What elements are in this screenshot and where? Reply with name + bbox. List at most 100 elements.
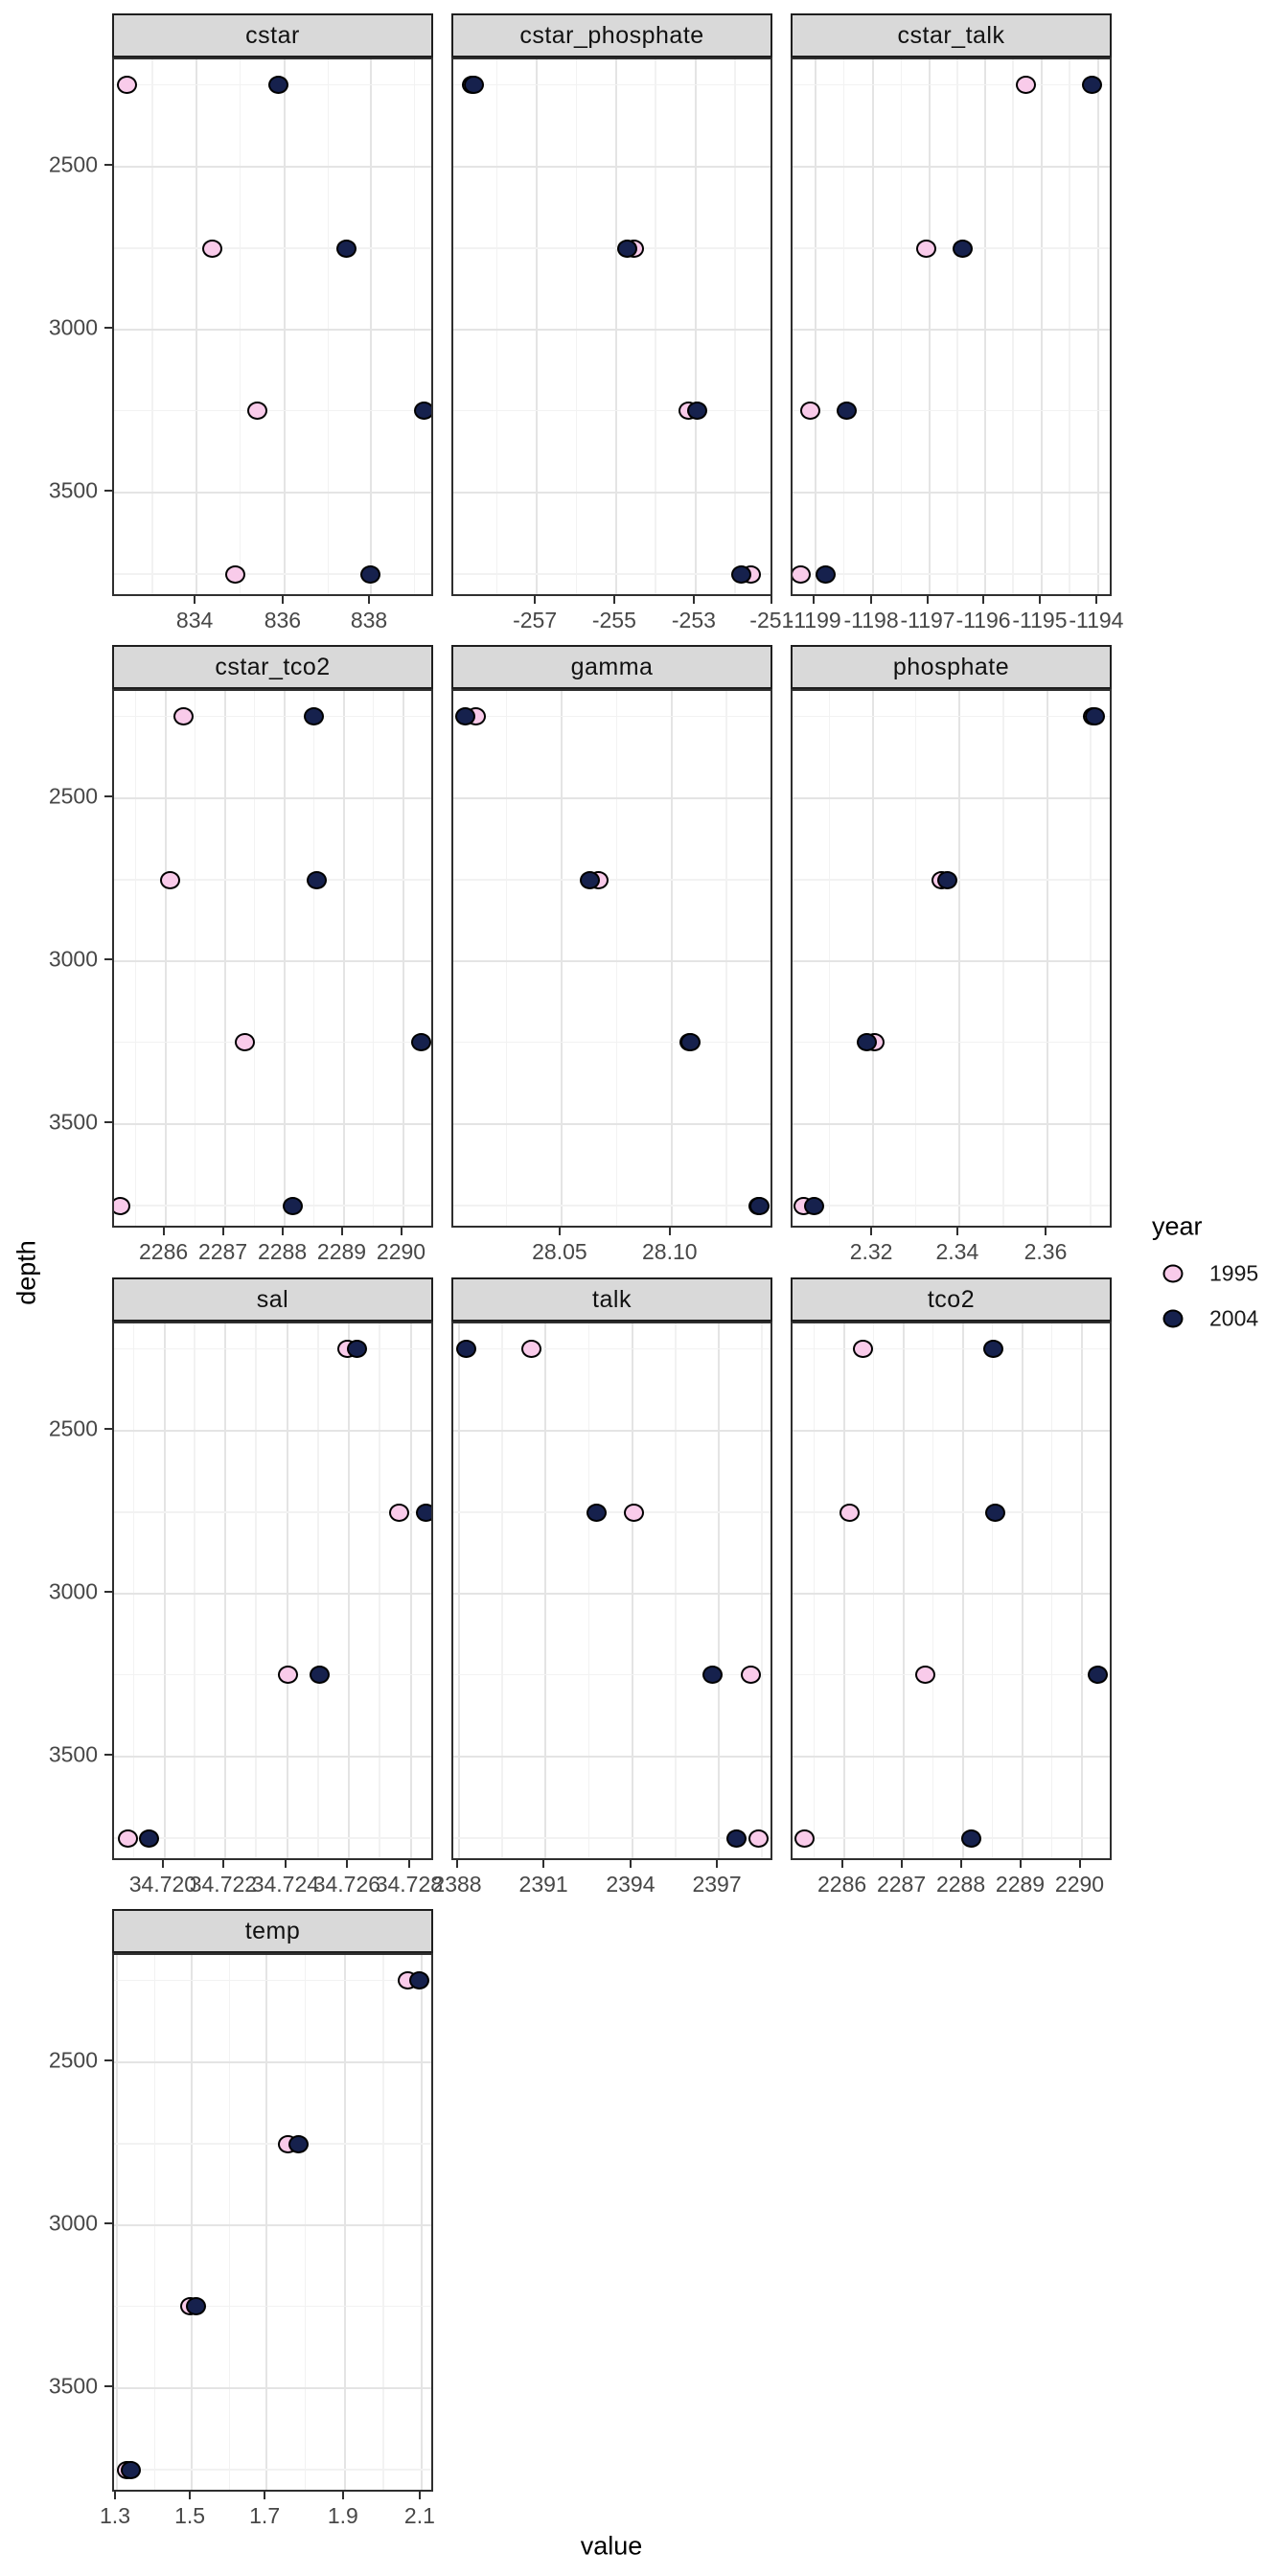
data-point-gamma-2004 xyxy=(680,1033,702,1052)
facet-panel-cstar_talk xyxy=(791,58,1112,596)
grid-major-v xyxy=(223,691,226,1226)
grid-minor-h xyxy=(453,1673,770,1676)
grid-minor-h xyxy=(793,1511,1110,1513)
grid-minor-v xyxy=(253,691,256,1226)
x-tick-label: -1199 xyxy=(786,608,841,632)
data-point-cstar-1995 xyxy=(116,76,137,95)
grid-major-h xyxy=(114,2224,431,2227)
x-tick-label: -1196 xyxy=(955,608,1011,632)
grid-major-v xyxy=(420,1955,423,2490)
grid-minor-v xyxy=(914,691,917,1226)
x-tick-mark xyxy=(221,1228,224,1235)
data-point-cstar_talk-2004 xyxy=(953,239,974,258)
grid-major-h xyxy=(114,2386,431,2389)
x-tick-mark xyxy=(1094,596,1097,604)
grid-minor-v xyxy=(432,691,433,1228)
x-tick-label: 28.10 xyxy=(642,1239,698,1264)
grid-minor-v xyxy=(501,1323,503,1858)
y-tick-mark xyxy=(104,958,112,961)
grid-major-v xyxy=(343,1955,346,2490)
grid-major-h xyxy=(793,329,1110,332)
grid-minor-v xyxy=(900,59,903,594)
grid-major-h xyxy=(114,1430,431,1433)
legend-key-1995-icon xyxy=(1162,1264,1184,1283)
grid-minor-v xyxy=(382,1955,384,2490)
data-point-talk-1995 xyxy=(623,1503,644,1522)
grid-minor-h xyxy=(114,247,431,249)
x-tick-mark xyxy=(629,1860,632,1868)
grid-major-v xyxy=(1040,59,1043,594)
x-tick-label: 2.32 xyxy=(849,1239,893,1264)
grid-minor-h xyxy=(453,83,770,86)
data-point-cstar-1995 xyxy=(224,564,245,584)
grid-minor-v xyxy=(575,59,578,594)
grid-major-v xyxy=(1096,59,1099,594)
grid-minor-v xyxy=(505,691,508,1226)
grid-major-h xyxy=(114,491,431,494)
x-tick-mark xyxy=(927,596,930,604)
grid-minor-v xyxy=(194,691,196,1226)
facet-strip-label: cstar xyxy=(245,21,300,49)
y-tick-label: 2500 xyxy=(48,151,98,177)
data-point-talk-2004 xyxy=(725,1828,747,1848)
facet-panel-sal xyxy=(112,1322,433,1860)
data-point-cstar_tco2-2004 xyxy=(307,870,328,889)
x-tick-label: 1.3 xyxy=(100,2503,130,2528)
grid-major-v xyxy=(560,691,563,1226)
grid-minor-h xyxy=(114,1673,431,1676)
grid-major-v xyxy=(196,59,198,594)
x-tick-label: 28.05 xyxy=(532,1239,587,1264)
x-tick-label: 2.34 xyxy=(935,1239,979,1264)
grid-major-h xyxy=(793,491,1110,494)
x-tick-label: 34.724 xyxy=(251,1872,320,1897)
grid-minor-v xyxy=(991,1323,994,1858)
x-tick-label: 2.36 xyxy=(1024,1239,1068,1264)
grid-major-h xyxy=(114,329,431,332)
grid-minor-h xyxy=(114,715,431,718)
x-tick-mark xyxy=(900,1860,903,1868)
x-tick-label: 2289 xyxy=(316,1239,367,1264)
data-point-talk-1995 xyxy=(748,1828,770,1848)
grid-major-v xyxy=(286,1323,288,1858)
data-point-talk-2004 xyxy=(455,1340,476,1359)
facet-strip-label: phosphate xyxy=(892,653,1010,680)
data-point-tco2-2004 xyxy=(961,1828,982,1848)
grid-minor-v xyxy=(956,59,958,594)
x-tick-mark xyxy=(840,1860,843,1868)
x-tick-mark xyxy=(221,1860,224,1868)
y-tick-mark xyxy=(104,2059,112,2062)
legend-title: year xyxy=(1152,1211,1203,1241)
grid-minor-h xyxy=(114,879,431,881)
grid-major-v xyxy=(872,59,875,594)
x-tick-mark xyxy=(162,1228,165,1235)
grid-minor-v xyxy=(761,1323,763,1858)
y-tick-mark xyxy=(104,795,112,798)
grid-minor-h xyxy=(114,2143,431,2145)
grid-minor-v xyxy=(1111,1323,1112,1860)
x-tick-mark xyxy=(770,596,773,604)
grid-major-v xyxy=(1046,691,1048,1226)
facet-strip-tco2: tco2 xyxy=(791,1277,1112,1322)
grid-minor-h xyxy=(793,573,1110,575)
grid-major-v xyxy=(718,1323,721,1858)
x-tick-label: 34.722 xyxy=(189,1872,258,1897)
data-point-cstar_talk-1995 xyxy=(915,239,936,258)
data-point-phosphate-2004 xyxy=(936,870,957,889)
grid-major-h xyxy=(114,1122,431,1125)
grid-minor-h xyxy=(793,247,1110,249)
grid-major-v xyxy=(409,1323,412,1858)
x-tick-mark xyxy=(407,1860,410,1868)
x-tick-mark xyxy=(114,2492,116,2499)
x-tick-label: -257 xyxy=(513,608,558,632)
grid-minor-v xyxy=(1012,59,1014,594)
facet-strip-label: talk xyxy=(592,1285,632,1313)
data-point-sal-2004 xyxy=(416,1503,431,1522)
data-point-cstar_talk-1995 xyxy=(799,402,820,421)
grid-minor-h xyxy=(453,1511,770,1513)
x-tick-label: 1.7 xyxy=(249,2503,281,2528)
grid-minor-h xyxy=(793,1837,1110,1839)
data-point-cstar_talk-1995 xyxy=(1016,76,1037,95)
x-tick-label: 836 xyxy=(264,608,302,632)
grid-major-h xyxy=(453,166,770,169)
x-tick-mark xyxy=(959,1860,962,1868)
